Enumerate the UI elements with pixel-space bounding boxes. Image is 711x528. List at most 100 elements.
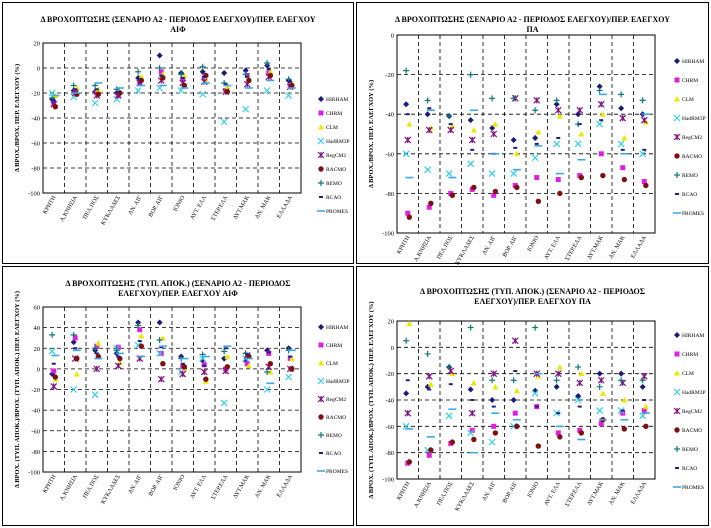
series-hirham bbox=[403, 83, 646, 143]
data-point bbox=[201, 355, 210, 358]
data-point bbox=[223, 84, 232, 87]
data-point bbox=[95, 340, 102, 346]
legend-label: PROMES bbox=[326, 209, 348, 215]
x-tick-label: ΕΛΛΑΔΑ bbox=[276, 473, 294, 498]
y-tick-label: 20 bbox=[34, 346, 41, 353]
x-tick-label: Α.ΚΝΗΣΙΑ bbox=[59, 473, 79, 501]
legend-label: RACMO bbox=[682, 428, 702, 434]
data-point bbox=[199, 63, 206, 70]
data-point bbox=[597, 100, 605, 108]
data-point bbox=[202, 364, 207, 367]
data-point bbox=[242, 67, 249, 74]
data-point bbox=[641, 179, 647, 185]
x-tick-label: ΣΤΕΡ.ΕΛΛ bbox=[565, 480, 584, 507]
data-point bbox=[426, 436, 435, 438]
legend-label: HadRM3P bbox=[682, 390, 706, 396]
y-tick-label: 0 bbox=[391, 345, 394, 352]
data-point bbox=[245, 75, 250, 78]
data-point bbox=[445, 170, 453, 178]
series-racmo bbox=[406, 172, 649, 220]
legend: HIRHAM CHRM CLM HadRM3P RegCM2 RACMO REMO RCAO P… bbox=[673, 58, 706, 217]
data-point bbox=[289, 366, 295, 372]
x-tick-label: ΔΥΤ.ΜΑΚ bbox=[233, 194, 252, 220]
data-point bbox=[180, 76, 186, 82]
data-point bbox=[201, 362, 207, 368]
legend-marker bbox=[673, 114, 681, 122]
data-point bbox=[512, 418, 521, 421]
data-point bbox=[48, 347, 56, 355]
data-point bbox=[70, 331, 77, 338]
legend-marker bbox=[673, 388, 681, 396]
data-point bbox=[639, 377, 646, 384]
data-point bbox=[575, 364, 582, 371]
legend-marker bbox=[674, 332, 680, 338]
data-point bbox=[116, 90, 121, 93]
data-point bbox=[576, 379, 584, 387]
legend: HIRHAM CHRM CLM HadRM3P RegCM2 RACMO REMO RCAO P… bbox=[317, 96, 350, 215]
x-tick-label: ΙΟΝΙΟ bbox=[173, 194, 187, 212]
data-point bbox=[577, 438, 586, 441]
data-point bbox=[246, 77, 252, 84]
data-point bbox=[244, 357, 253, 360]
data-point bbox=[641, 412, 650, 414]
legend-label: HadRM3P bbox=[682, 116, 706, 122]
data-point bbox=[156, 337, 163, 343]
chart-title: Δ ΒΡΟΧΟΠΤΩΣΗΣ (ΤΥΠ. ΑΠΟΚ.) (ΣΕΝΑΡΙΟ Α2 -… bbox=[65, 279, 291, 298]
chart-panel-4: Δ ΒΡΟΧΟΠΤΩΣΗΣ (ΤΥΠ. ΑΠΟΚ.) (ΣΕΝΑΡΙΟ Α2 -… bbox=[356, 266, 709, 526]
data-point bbox=[514, 423, 520, 430]
data-point bbox=[156, 52, 163, 59]
data-point bbox=[597, 376, 605, 384]
data-point bbox=[490, 370, 498, 378]
data-point bbox=[469, 109, 478, 112]
series-clm bbox=[406, 111, 649, 157]
data-point bbox=[492, 121, 499, 127]
data-point bbox=[492, 383, 499, 390]
legend-label: CHRM bbox=[682, 352, 698, 358]
y-tick-label: -80 bbox=[385, 191, 394, 198]
data-point bbox=[406, 214, 413, 220]
data-point bbox=[448, 408, 457, 411]
data-point bbox=[72, 349, 81, 352]
data-point bbox=[424, 350, 431, 357]
data-point bbox=[223, 347, 228, 350]
data-point bbox=[180, 357, 189, 360]
data-point bbox=[242, 105, 250, 113]
y-tick-label: -80 bbox=[31, 166, 40, 173]
data-point bbox=[467, 429, 475, 437]
series-promes bbox=[51, 345, 296, 385]
data-point bbox=[618, 105, 625, 112]
x-tick-label: ΣΤΕΡ.ΕΛΛ bbox=[211, 473, 230, 500]
data-point bbox=[181, 82, 188, 89]
x-tick-label: ΠΕΛ.ΠΟΣ bbox=[82, 195, 100, 221]
x-tick-label: ΑΝ. ΑΙΓ bbox=[482, 481, 498, 503]
data-point bbox=[403, 337, 410, 344]
legend-label: CHRM bbox=[326, 111, 342, 117]
data-point bbox=[467, 386, 474, 393]
data-point bbox=[403, 101, 410, 108]
data-point bbox=[491, 412, 500, 414]
series-racmo bbox=[52, 72, 295, 110]
legend-marker bbox=[673, 133, 681, 141]
data-point bbox=[288, 355, 295, 362]
data-point bbox=[73, 371, 80, 377]
data-point bbox=[514, 184, 520, 191]
data-point bbox=[620, 153, 629, 155]
data-point bbox=[402, 150, 410, 158]
y-tick-label: -40 bbox=[31, 116, 40, 123]
data-point bbox=[158, 350, 164, 356]
x-tick-label: ΚΥΚΛΑΔΕΣ bbox=[100, 474, 122, 506]
data-point bbox=[427, 388, 432, 391]
y-tick-label: -60 bbox=[31, 428, 40, 435]
legend-label: PROMES bbox=[682, 211, 704, 217]
data-point bbox=[639, 97, 646, 104]
data-point bbox=[203, 376, 209, 382]
data-point bbox=[181, 72, 188, 78]
data-point bbox=[470, 379, 477, 386]
data-point bbox=[556, 364, 563, 370]
legend-marker bbox=[673, 407, 681, 415]
data-point bbox=[598, 151, 604, 157]
data-point bbox=[641, 113, 650, 115]
data-point bbox=[643, 423, 649, 430]
data-point bbox=[424, 111, 431, 118]
data-point bbox=[643, 182, 649, 189]
